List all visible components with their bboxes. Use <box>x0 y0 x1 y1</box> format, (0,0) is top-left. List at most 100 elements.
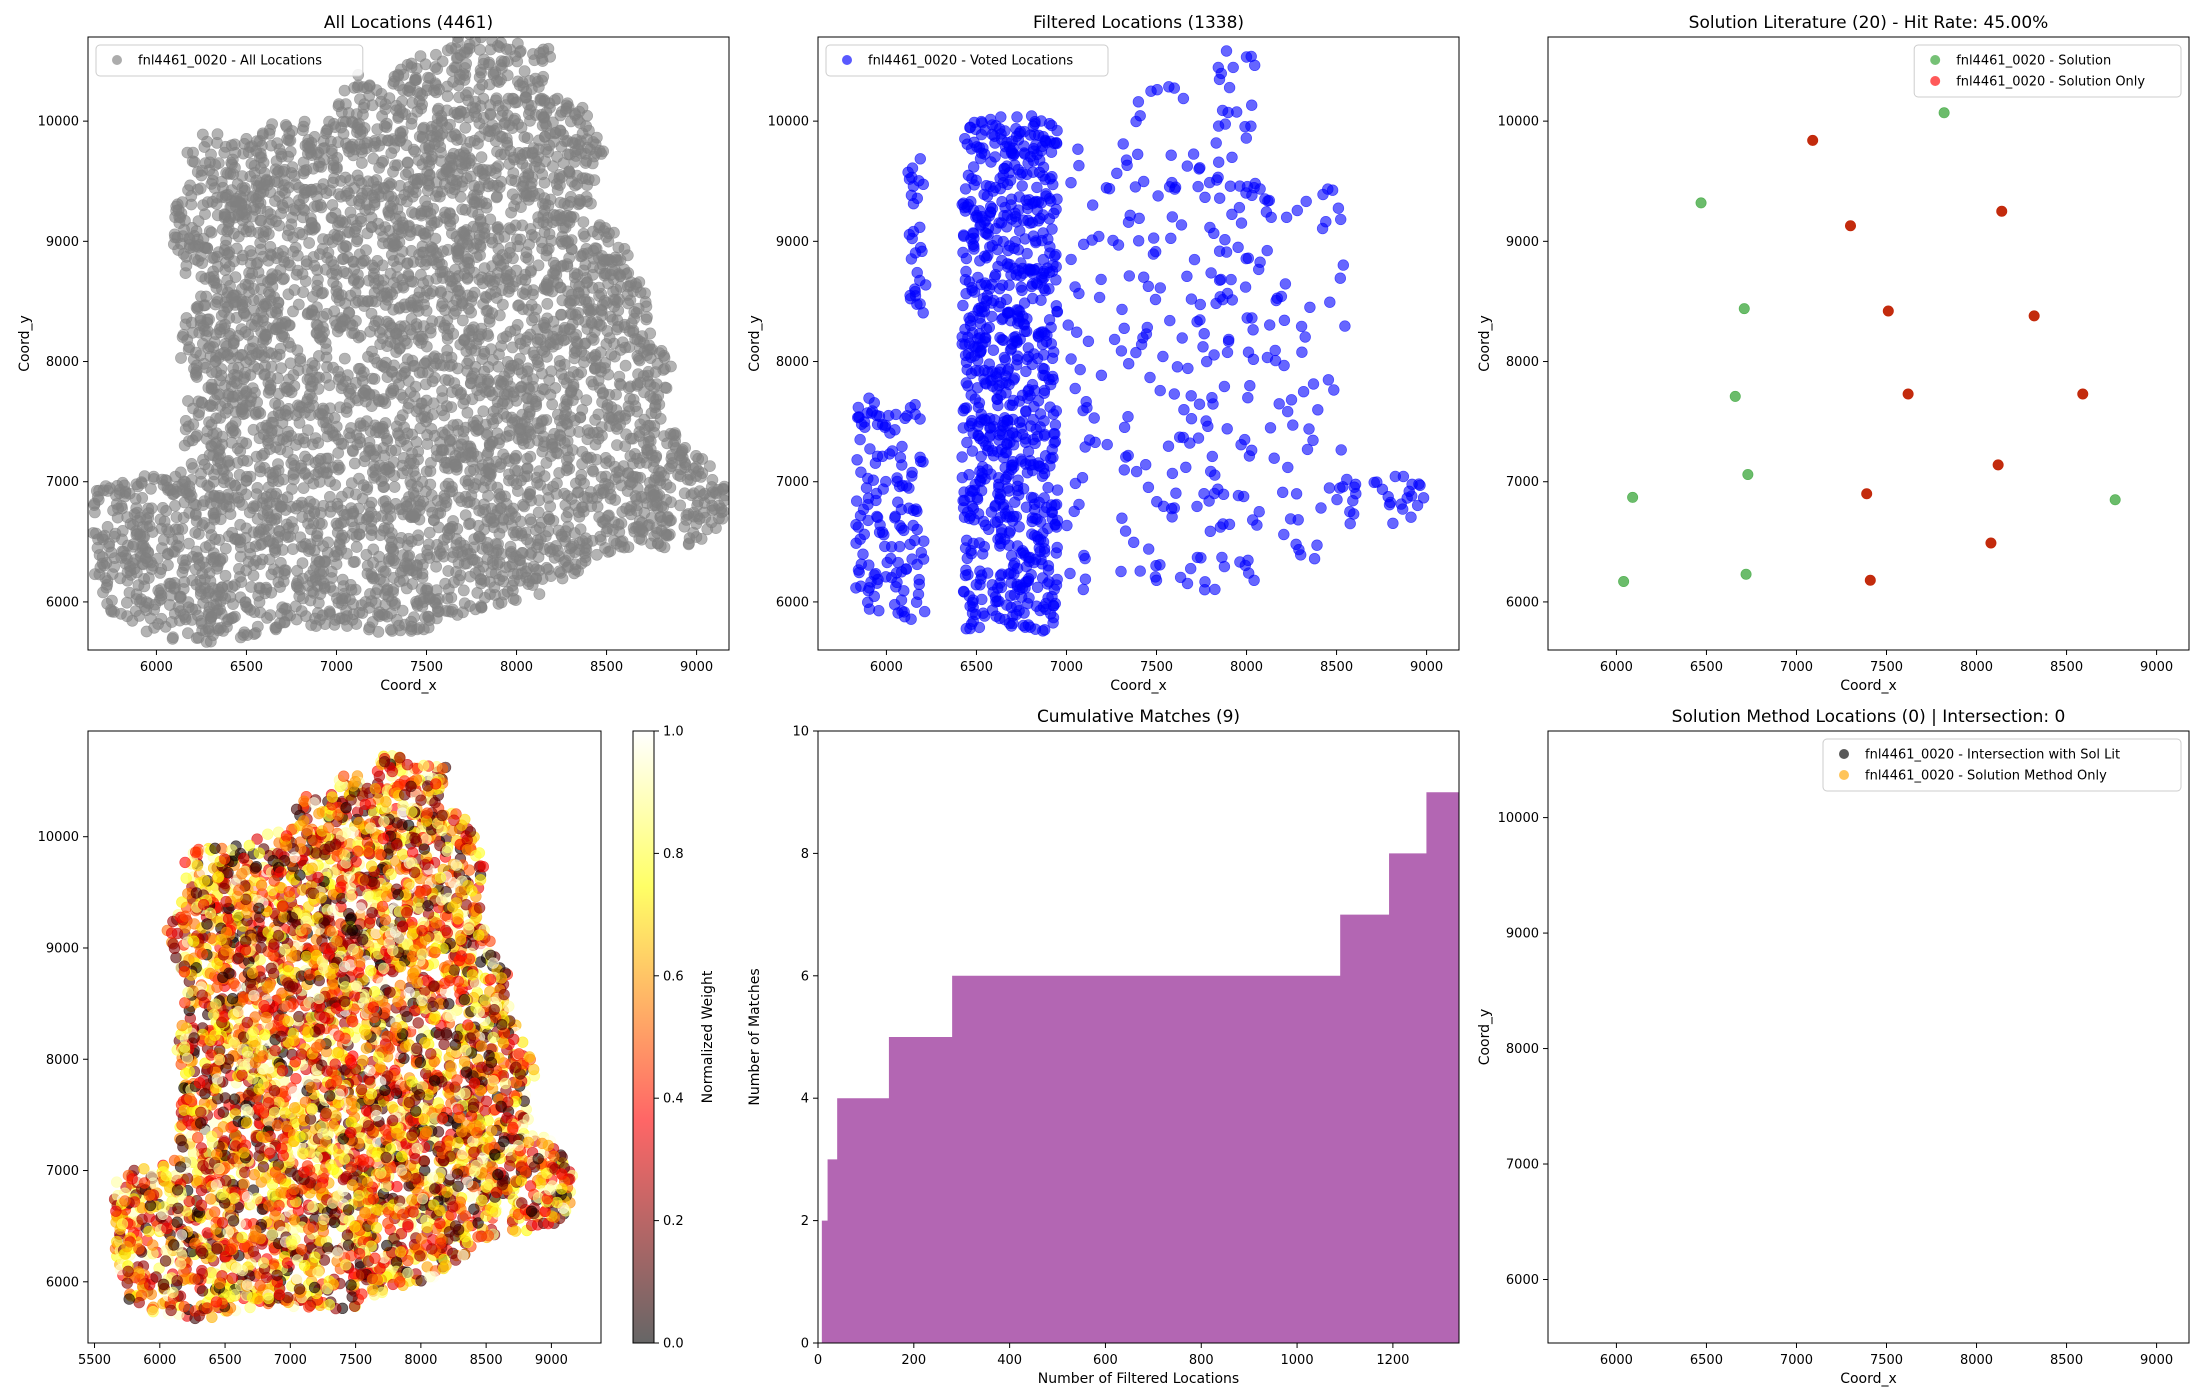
data-point <box>580 272 592 284</box>
data-point <box>326 212 339 224</box>
data-point <box>504 540 517 553</box>
data-point <box>538 95 551 108</box>
data-point <box>527 346 540 359</box>
data-point <box>439 461 451 474</box>
data-point <box>258 461 271 474</box>
data-point <box>290 578 303 590</box>
data-point <box>597 145 609 158</box>
data-point <box>530 524 542 537</box>
data-point <box>330 319 343 332</box>
data-point <box>391 427 404 440</box>
data-point <box>151 552 164 565</box>
data-point <box>183 232 195 245</box>
data-point <box>348 263 361 276</box>
data-point <box>352 276 365 288</box>
data-point <box>611 439 623 451</box>
data-point <box>1046 352 1059 364</box>
data-point <box>242 555 255 568</box>
data-point <box>387 456 400 469</box>
data-point <box>457 425 470 438</box>
data-point <box>584 306 597 319</box>
data-point <box>404 386 417 399</box>
data-point <box>215 320 228 332</box>
data-point <box>400 500 413 513</box>
data-point <box>274 557 287 569</box>
data-point <box>108 552 121 564</box>
plot-area <box>88 37 729 648</box>
data-point <box>492 223 505 236</box>
data-point <box>512 75 524 88</box>
data-point <box>348 327 361 339</box>
data-point <box>211 388 224 401</box>
data-point <box>584 486 597 498</box>
data-point <box>362 350 374 363</box>
data-point <box>521 132 534 144</box>
data-point <box>438 489 451 502</box>
data-point <box>968 513 980 526</box>
data-point <box>265 586 278 599</box>
data-point <box>540 456 553 469</box>
data-point <box>209 298 222 311</box>
data-point <box>293 226 306 239</box>
data-point <box>422 538 435 551</box>
data-point <box>261 328 273 341</box>
data-point <box>176 523 189 535</box>
data-point <box>431 605 444 618</box>
data-point <box>328 305 341 318</box>
data-point <box>1051 541 1063 554</box>
data-point <box>219 542 232 555</box>
data-point <box>240 385 253 398</box>
data-point <box>169 582 181 594</box>
data-point <box>568 527 581 539</box>
data-point <box>363 79 376 92</box>
data-point <box>337 437 349 450</box>
data-point <box>465 343 478 355</box>
data-point <box>321 360 333 373</box>
data-point <box>412 500 424 513</box>
data-point <box>340 604 353 617</box>
data-point <box>558 358 571 371</box>
data-point <box>228 579 241 591</box>
data-point <box>459 89 472 102</box>
data-point <box>176 566 189 579</box>
data-point <box>655 344 668 357</box>
data-point <box>486 260 498 272</box>
data-point <box>327 176 339 189</box>
data-point <box>644 327 657 340</box>
data-point <box>454 388 467 401</box>
data-point <box>359 254 371 267</box>
data-point <box>263 553 276 566</box>
data-point <box>220 189 232 202</box>
data-point <box>226 153 239 166</box>
data-point <box>600 231 613 243</box>
data-point <box>450 533 463 545</box>
data-point <box>395 193 407 206</box>
data-point <box>287 305 299 318</box>
data-point <box>538 176 551 189</box>
data-point <box>356 108 369 121</box>
data-point <box>480 197 493 210</box>
data-point <box>218 208 231 221</box>
data-point <box>372 608 384 621</box>
data-point <box>297 120 310 133</box>
data-point <box>643 431 655 443</box>
data-point <box>161 559 174 572</box>
data-point <box>169 231 181 244</box>
data-point <box>449 129 462 142</box>
data-point <box>363 623 375 636</box>
data-point <box>613 465 626 478</box>
data-point <box>550 540 562 552</box>
data-point <box>401 559 414 572</box>
data-point <box>200 290 212 303</box>
data-point <box>353 174 365 187</box>
data-point <box>428 350 441 363</box>
data-point <box>100 581 113 594</box>
data-point <box>697 489 709 501</box>
data-point <box>254 606 267 619</box>
data-point <box>577 216 590 228</box>
data-point <box>286 211 299 224</box>
data-point <box>591 500 604 513</box>
data-point <box>333 294 346 307</box>
data-point <box>519 91 532 104</box>
